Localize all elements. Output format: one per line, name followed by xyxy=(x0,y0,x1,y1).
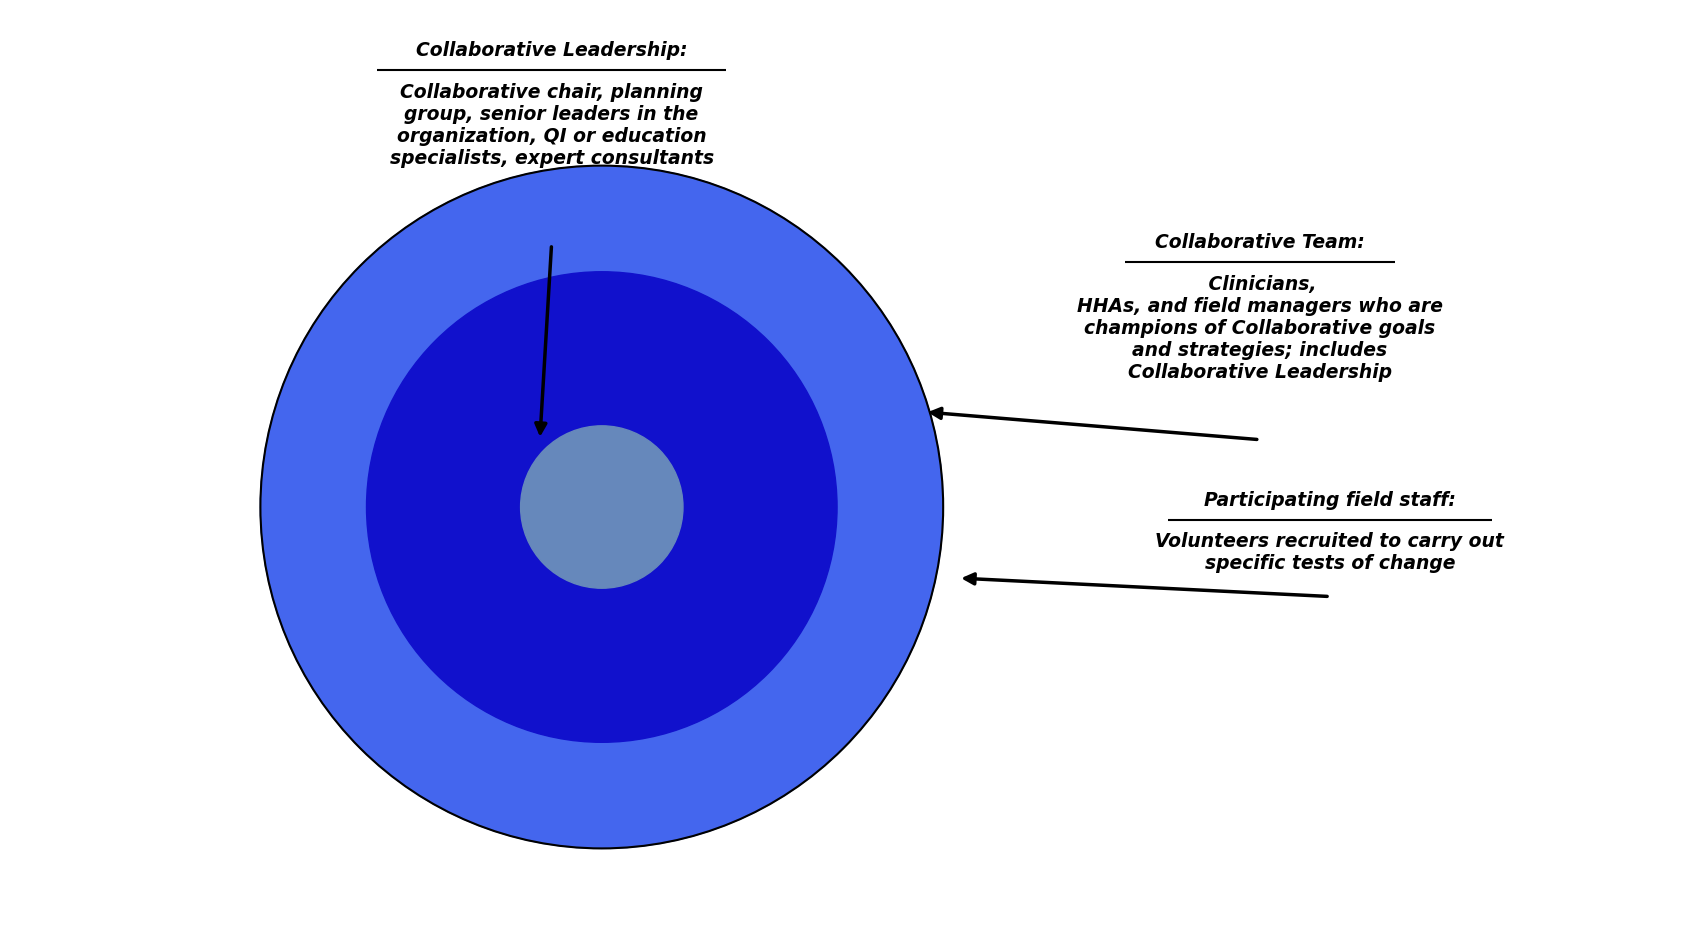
Ellipse shape xyxy=(520,425,682,588)
Ellipse shape xyxy=(260,166,942,848)
Text: Collaborative Leadership:: Collaborative Leadership: xyxy=(415,41,687,61)
Text: Clinicians,
HHAs, and field managers who are
champions of Collaborative goals
an: Clinicians, HHAs, and field managers who… xyxy=(1076,276,1442,383)
Text: Participating field staff:: Participating field staff: xyxy=(1204,492,1456,510)
Ellipse shape xyxy=(367,272,838,742)
Text: Collaborative chair, planning
group, senior leaders in the
organization, QI or e: Collaborative chair, planning group, sen… xyxy=(390,83,714,168)
Text: Collaborative Team:: Collaborative Team: xyxy=(1155,233,1365,252)
Text: Volunteers recruited to carry out
specific tests of change: Volunteers recruited to carry out specif… xyxy=(1155,532,1505,573)
